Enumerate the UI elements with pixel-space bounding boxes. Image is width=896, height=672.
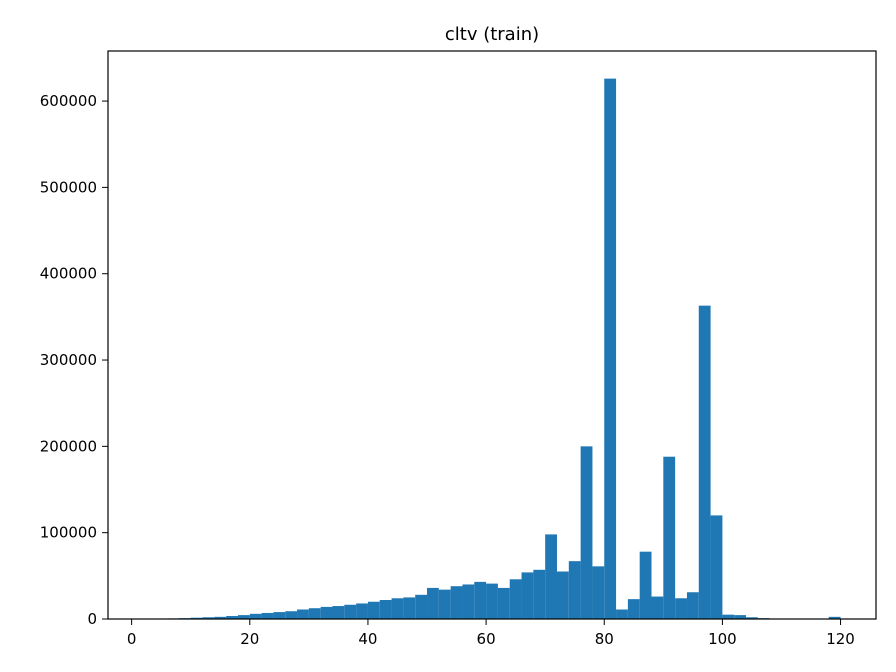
histogram-bar bbox=[214, 616, 227, 619]
histogram-bar bbox=[202, 617, 215, 619]
x-tick-label: 20 bbox=[240, 630, 259, 648]
histogram-bar bbox=[344, 604, 357, 619]
histogram-bar bbox=[438, 589, 451, 619]
histogram-bar bbox=[651, 596, 664, 619]
histogram-bar bbox=[486, 583, 498, 619]
histogram-bar bbox=[663, 456, 676, 619]
histogram-bar bbox=[249, 613, 262, 619]
histogram-bar bbox=[427, 587, 439, 619]
histogram-bar bbox=[226, 615, 238, 619]
histogram-bar bbox=[190, 617, 203, 619]
x-tick-label: 0 bbox=[127, 630, 137, 648]
histogram-bar bbox=[297, 609, 309, 619]
histogram-bar bbox=[686, 592, 699, 619]
histogram-bar bbox=[237, 615, 250, 619]
histogram-bar bbox=[746, 617, 758, 619]
histogram-bar bbox=[497, 587, 510, 619]
histogram-bar bbox=[698, 305, 711, 619]
x-axis: 0 20 40 60 80 100 120 bbox=[127, 619, 855, 648]
x-tick-label: 100 bbox=[708, 630, 737, 648]
plot-frame bbox=[107, 50, 877, 620]
histogram-bar bbox=[604, 78, 617, 620]
x-tick-label: 60 bbox=[477, 630, 496, 648]
x-tick-label: 120 bbox=[826, 630, 855, 648]
y-tick-label: 100000 bbox=[40, 524, 97, 542]
y-axis: 0 100000 200000 300000 400000 500000 600000 bbox=[40, 92, 108, 628]
histogram-bar bbox=[273, 612, 286, 619]
histogram-bar bbox=[285, 611, 298, 619]
chart-title: cltv (train) bbox=[445, 24, 539, 45]
y-tick-label: 0 bbox=[87, 610, 97, 628]
histogram-bar bbox=[415, 594, 428, 619]
histogram-bar bbox=[450, 586, 463, 619]
histogram-bar bbox=[580, 446, 593, 619]
histogram-bar bbox=[320, 606, 333, 619]
y-tick-label: 300000 bbox=[40, 351, 97, 369]
y-tick-label: 600000 bbox=[40, 92, 97, 110]
histogram-bar bbox=[308, 608, 321, 619]
histogram-bar bbox=[627, 599, 640, 619]
histogram-bar bbox=[556, 571, 569, 619]
histogram-bar bbox=[391, 598, 404, 619]
x-tick-label: 80 bbox=[595, 630, 614, 648]
histogram-bar bbox=[509, 579, 522, 619]
histogram-bar bbox=[722, 614, 735, 619]
y-tick-label: 200000 bbox=[40, 437, 97, 455]
histogram-bar bbox=[734, 615, 747, 619]
histogram-bar bbox=[521, 572, 534, 619]
histogram-bar bbox=[474, 581, 487, 619]
histogram-bar bbox=[367, 601, 380, 619]
x-tick-label: 40 bbox=[358, 630, 377, 648]
histogram-bar bbox=[462, 584, 475, 619]
histogram-bar bbox=[568, 561, 581, 619]
histogram-bar bbox=[828, 616, 841, 619]
histogram-bar bbox=[379, 600, 392, 619]
histogram-bar bbox=[592, 566, 605, 619]
histogram-bar bbox=[533, 569, 546, 619]
histogram-bar bbox=[710, 515, 723, 619]
histogram-bar bbox=[261, 612, 274, 619]
histogram-bar bbox=[332, 606, 345, 619]
histogram-bar bbox=[616, 609, 628, 619]
histogram-bar bbox=[403, 597, 416, 619]
histogram-bar bbox=[639, 551, 652, 619]
histogram-bar bbox=[356, 603, 368, 619]
bars-group bbox=[131, 78, 853, 620]
y-tick-label: 500000 bbox=[40, 178, 97, 196]
histogram-bar bbox=[545, 534, 557, 619]
histogram-bar bbox=[675, 598, 687, 619]
y-tick-label: 400000 bbox=[40, 265, 97, 283]
